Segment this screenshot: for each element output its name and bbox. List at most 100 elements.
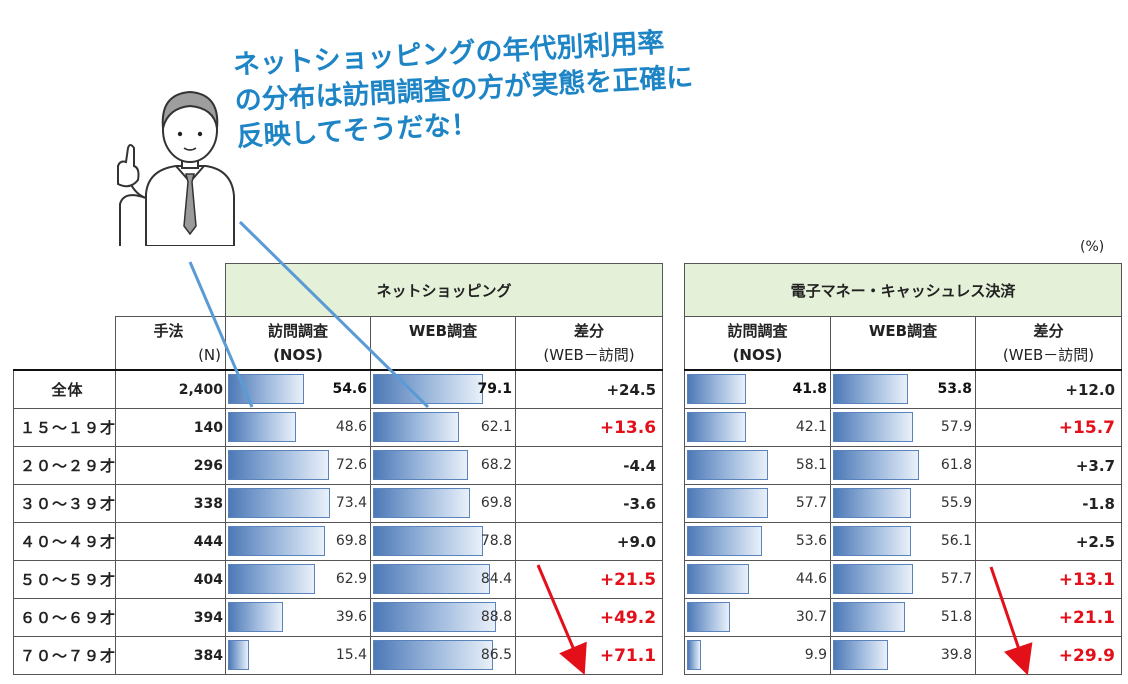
bar-cell: 41.8 (684, 369, 831, 409)
bar-cell: 30.7 (684, 598, 831, 637)
bar-value: 54.6 (332, 381, 367, 397)
bar-value: 51.8 (940, 609, 972, 625)
bar-value: 9.9 (804, 647, 827, 663)
bar-cell: 62.9 (225, 560, 371, 599)
bar-value: 79.1 (477, 381, 512, 397)
diff-value: -3.6 (514, 484, 664, 523)
data-bar (373, 640, 493, 670)
bar-value: 53.6 (795, 533, 827, 549)
bar-cell: 72.6 (225, 446, 371, 485)
table-row: ４０～４９才 444 69.8 78.8 +9.0 (13, 522, 664, 561)
bar-cell: 55.9 (830, 484, 976, 523)
bar-cell: 61.8 (830, 446, 976, 485)
data-bar (228, 374, 304, 404)
bar-cell: 68.2 (370, 446, 516, 485)
bar-value: 58.1 (795, 457, 827, 473)
diff-value: +15.7 (975, 408, 1122, 447)
diff-value: +3.7 (975, 446, 1122, 485)
bar-cell: 58.1 (684, 446, 831, 485)
table-row: 41.8 53.8 +12.0 (684, 369, 1122, 409)
bar-value: 78.8 (480, 533, 512, 549)
data-bar (687, 450, 768, 480)
data-bar (833, 450, 919, 480)
diff-label: 差分 (1033, 322, 1064, 340)
bar-value: 44.6 (795, 571, 827, 587)
bar-cell: 48.6 (225, 408, 371, 447)
sample-size: 2,400 (115, 369, 226, 409)
sample-size: 444 (115, 522, 226, 561)
bar-cell: 86.5 (370, 636, 516, 675)
bar-value: 72.6 (335, 457, 367, 473)
cashless-title: 電子マネー・キャッシュレス決済 (684, 263, 1122, 317)
table-row: 44.6 57.7 +13.1 (684, 560, 1122, 599)
diff-value: +21.5 (514, 560, 664, 599)
diff-value: +13.6 (514, 408, 664, 447)
visit-survey-header: 訪問調査 (NOS) (225, 316, 371, 371)
visit-survey-sub: (NOS) (273, 346, 323, 364)
visit-survey-label: 訪問調査 (267, 322, 328, 340)
bar-cell: 44.6 (684, 560, 831, 599)
bar-cell: 53.6 (684, 522, 831, 561)
bar-value: 73.4 (335, 495, 367, 511)
table-row: ５０～５９才 404 62.9 84.4 +21.5 (13, 560, 664, 599)
table-row: １５～１９才 140 48.6 62.1 +13.6 (13, 408, 664, 447)
data-bar (228, 640, 249, 670)
row-label: １５～１９才 (13, 408, 116, 447)
table-row: ６０～６９才 394 39.6 88.8 +49.2 (13, 598, 664, 637)
diff-sub: (WEB－訪問) (1002, 346, 1095, 364)
sample-size: 140 (115, 408, 226, 447)
bar-value: 57.9 (940, 419, 972, 435)
data-bar (228, 412, 296, 442)
bar-value: 48.6 (335, 419, 367, 435)
bar-cell: 39.8 (830, 636, 976, 675)
data-bar (228, 602, 283, 632)
bar-value: 41.8 (792, 381, 827, 397)
table-row: 9.9 39.8 +29.9 (684, 636, 1122, 675)
table-row: 53.6 56.1 +2.5 (684, 522, 1122, 561)
businessman-illustration (117, 90, 235, 246)
visit-survey-sub: (NOS) (732, 346, 783, 364)
data-bar (373, 412, 459, 442)
row-label: 全体 (13, 369, 116, 409)
diff-value: -4.4 (514, 446, 664, 485)
bar-value: 69.8 (335, 533, 367, 549)
diff-value: -1.8 (975, 484, 1122, 523)
table-row: 57.7 55.9 -1.8 (684, 484, 1122, 523)
diff-sub: (WEB－訪問) (543, 346, 635, 364)
bar-value: 39.8 (940, 647, 972, 663)
bar-cell: 73.4 (225, 484, 371, 523)
row-label: ２０～２９才 (13, 446, 116, 485)
bar-cell: 15.4 (225, 636, 371, 675)
sample-size: 394 (115, 598, 226, 637)
bar-value: 15.4 (335, 647, 367, 663)
row-label: ４０～４９才 (13, 522, 116, 561)
table-row: 30.7 51.8 +21.1 (684, 598, 1122, 637)
n-label: (N) (198, 346, 221, 364)
diff-value: +12.0 (975, 369, 1122, 409)
web-survey-header: WEB調査 (370, 316, 516, 371)
row-label: ６０～６９才 (13, 598, 116, 637)
bar-value: 68.2 (480, 457, 512, 473)
data-bar (373, 526, 483, 556)
diff-value: +21.1 (975, 598, 1122, 637)
diff-value: +9.0 (514, 522, 664, 561)
row-label: ３０～３９才 (13, 484, 116, 523)
bar-value: 55.9 (940, 495, 972, 511)
bar-cell: 69.8 (225, 522, 371, 561)
bar-cell: 62.1 (370, 408, 516, 447)
data-bar (687, 412, 746, 442)
bar-cell: 69.8 (370, 484, 516, 523)
diff-value: +2.5 (975, 522, 1122, 561)
data-bar (373, 564, 490, 594)
bar-cell: 79.1 (370, 369, 516, 409)
bar-value: 69.8 (480, 495, 512, 511)
method-label: 手法 (153, 322, 184, 340)
visit-survey-header: 訪問調査 (NOS) (684, 316, 831, 371)
data-bar (687, 640, 701, 670)
data-bar (373, 488, 470, 518)
cashless-table: 電子マネー・キャッシュレス決済 訪問調査 (NOS) WEB調査 差分 (WEB… (684, 263, 1122, 675)
bar-cell: 78.8 (370, 522, 516, 561)
data-bar (833, 526, 911, 556)
unit-label: (%) (1080, 239, 1105, 255)
bar-value: 61.8 (940, 457, 972, 473)
